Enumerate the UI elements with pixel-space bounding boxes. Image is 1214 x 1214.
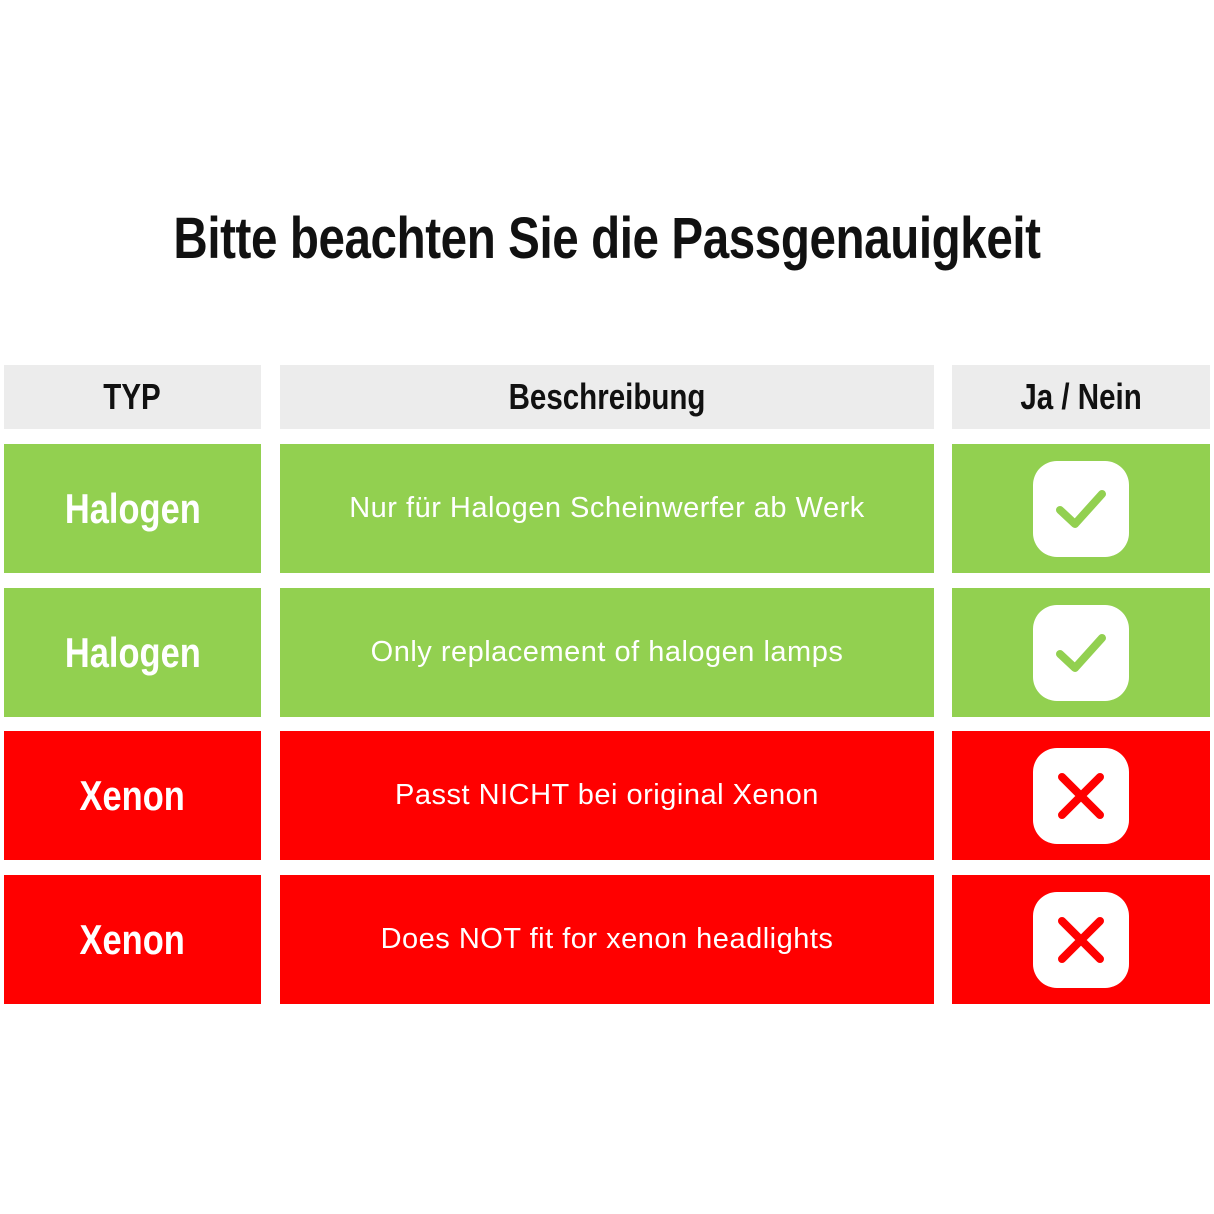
header-ja-nein: Ja / Nein: [952, 365, 1210, 429]
row-description-cell: Does NOT fit for xenon headlights: [280, 875, 934, 1004]
cross-icon: [1033, 891, 1129, 988]
row-description: Only replacement of halogen lamps: [370, 636, 844, 668]
row-description: Nur für Halogen Scheinwerfer ab Werk: [349, 492, 865, 524]
row-type: Xenon: [79, 915, 186, 963]
row-fit-cell: [952, 875, 1210, 1004]
row-type: Halogen: [64, 628, 201, 676]
header-label: Ja / Nein: [1020, 376, 1142, 417]
row-fit-cell: [952, 588, 1210, 717]
row-fit-cell: [952, 731, 1210, 860]
header-beschreibung: Beschreibung: [280, 365, 934, 429]
header-label: Beschreibung: [508, 376, 706, 417]
cross-icon: [1033, 747, 1129, 844]
row-type-cell: Halogen: [4, 588, 261, 717]
row-description: Does NOT fit for xenon headlights: [380, 923, 834, 955]
row-description: Passt NICHT bei original Xenon: [395, 779, 819, 811]
row-type-cell: Xenon: [4, 875, 261, 1004]
header-label: TYP: [103, 376, 162, 417]
row-description-cell: Passt NICHT bei original Xenon: [280, 731, 934, 860]
row-type: Halogen: [64, 484, 201, 532]
row-type-cell: Xenon: [4, 731, 261, 860]
row-type: Xenon: [79, 771, 186, 819]
page-title: Bitte beachten Sie die Passgenauigkeit: [173, 206, 1041, 271]
row-description-cell: Only replacement of halogen lamps: [280, 588, 934, 717]
row-type-cell: Halogen: [4, 444, 261, 573]
row-fit-cell: [952, 444, 1210, 573]
check-icon: [1033, 460, 1129, 557]
header-typ: TYP: [4, 365, 261, 429]
row-description-cell: Nur für Halogen Scheinwerfer ab Werk: [280, 444, 934, 573]
check-icon: [1033, 604, 1129, 701]
